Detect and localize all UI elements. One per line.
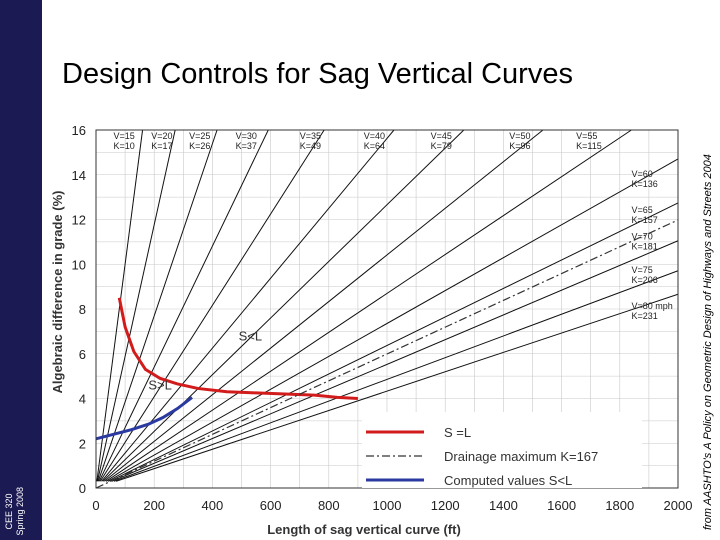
k-line-k-label: K=181 [631, 242, 657, 252]
x-tick-label: 2000 [664, 498, 693, 513]
k-line-k-label: K=64 [364, 141, 385, 151]
k-line-k-label: K=206 [631, 275, 657, 285]
legend-box [362, 412, 642, 488]
k-line [97, 129, 218, 482]
k-line-speed-label: V=70 [631, 232, 652, 242]
x-tick-label: 600 [260, 498, 282, 513]
y-tick-label: 2 [79, 436, 86, 451]
k-line-k-label: K=37 [236, 141, 257, 151]
source-credit: from AASHTO's A Policy on Geometric Desi… [702, 60, 714, 530]
x-tick-label: 1000 [373, 498, 402, 513]
series-line [95, 219, 679, 489]
x-tick-label: 400 [202, 498, 224, 513]
k-line [107, 158, 679, 482]
x-tick-label: 1400 [489, 498, 518, 513]
k-line-speed-label: V=65 [631, 205, 652, 215]
course-code: CEE 320 [4, 493, 14, 530]
y-tick-label: 16 [72, 123, 86, 138]
source-year: 2004 [702, 154, 714, 182]
k-line-speed-label: V=15 [113, 131, 134, 141]
y-tick-label: 6 [79, 347, 86, 362]
y-tick-label: 14 [72, 168, 86, 183]
k-line-k-label: K=79 [431, 141, 452, 151]
k-line [113, 270, 679, 482]
series-line [117, 297, 358, 400]
k-line-k-label: K=115 [576, 141, 602, 151]
curve-annotation: S>L [148, 378, 172, 393]
k-line-speed-label: V=20 [151, 131, 172, 141]
source-title: A Policy on Geometric Design of Highways… [702, 181, 714, 450]
k-line-speed-label: V=75 [631, 265, 652, 275]
k-line [116, 293, 679, 482]
k-line-speed-label: V=35 [300, 131, 321, 141]
k-line-speed-label: V=25 [189, 131, 210, 141]
k-line-speed-label: V=30 [236, 131, 257, 141]
k-line-k-label: K=231 [631, 311, 657, 321]
k-line [111, 240, 679, 482]
x-tick-label: 1200 [431, 498, 460, 513]
source-prefix: from AASHTO's [702, 449, 714, 530]
k-line [99, 129, 325, 482]
k-lines [96, 129, 679, 482]
sidebar-bar [0, 0, 42, 540]
k-line-k-label: K=157 [631, 215, 657, 225]
x-tick-label: 1800 [605, 498, 634, 513]
y-tick-label: 0 [79, 481, 86, 496]
k-line-k-label: K=96 [509, 141, 530, 151]
chart-series: S<L S>L [95, 219, 679, 489]
k-line [105, 129, 632, 482]
k-line [98, 129, 269, 482]
y-tick-label: 10 [72, 257, 86, 272]
k-line-speed-label: V=45 [431, 131, 452, 141]
k-line-k-label: K=49 [300, 141, 321, 151]
k-line-speed-label: V=60 [631, 169, 652, 179]
legend-label: Drainage maximum K=167 [444, 449, 598, 464]
slide-title: Design Controls for Sag Vertical Curves [62, 58, 573, 90]
k-line [96, 129, 176, 482]
k-line-k-label: K=26 [189, 141, 210, 151]
y-tick-label: 8 [79, 302, 86, 317]
chart-legend: S =L Drainage maximum K=167 Computed value… [362, 412, 642, 488]
course-term: Spring 2008 [15, 487, 25, 536]
legend-label: Computed values S<L [444, 473, 572, 488]
k-line-k-label: K=136 [631, 179, 657, 189]
k-line [102, 129, 465, 482]
k-labels: V=15K=10 V=20K=17 V=25K=26 V=30K=37 V=35K=49… [113, 131, 672, 321]
k-line [109, 202, 679, 482]
k-line-k-label: K=10 [113, 141, 134, 151]
x-tick-label: 0 [92, 498, 99, 513]
series-line [95, 396, 193, 441]
x-axis-label: Length of sag vertical curve (ft) [267, 522, 461, 537]
sag-curve-chart: V=15K=10 V=20K=17 V=25K=26 V=30K=37 V=35K=49… [50, 123, 693, 537]
k-line-speed-label: V=40 [364, 131, 385, 141]
x-tick-label: 800 [318, 498, 340, 513]
legend-label: S =L [444, 425, 471, 440]
k-line-k-label: K=17 [151, 141, 172, 151]
k-line-speed-label: V=80 mph [631, 301, 672, 311]
y-tick-label: 4 [79, 392, 86, 407]
k-line [101, 129, 395, 482]
x-tick-label: 1600 [547, 498, 576, 513]
curve-annotation: S<L [239, 328, 263, 343]
y-axis-label: Algebraic difference in grade (%) [50, 191, 65, 394]
y-tick-label: 12 [72, 213, 86, 228]
k-line-speed-label: V=50 [509, 131, 530, 141]
x-tick-label: 200 [143, 498, 165, 513]
k-line-speed-label: V=55 [576, 131, 597, 141]
k-line [104, 129, 544, 482]
course-label: CEE 320 Spring 2008 [4, 487, 38, 536]
